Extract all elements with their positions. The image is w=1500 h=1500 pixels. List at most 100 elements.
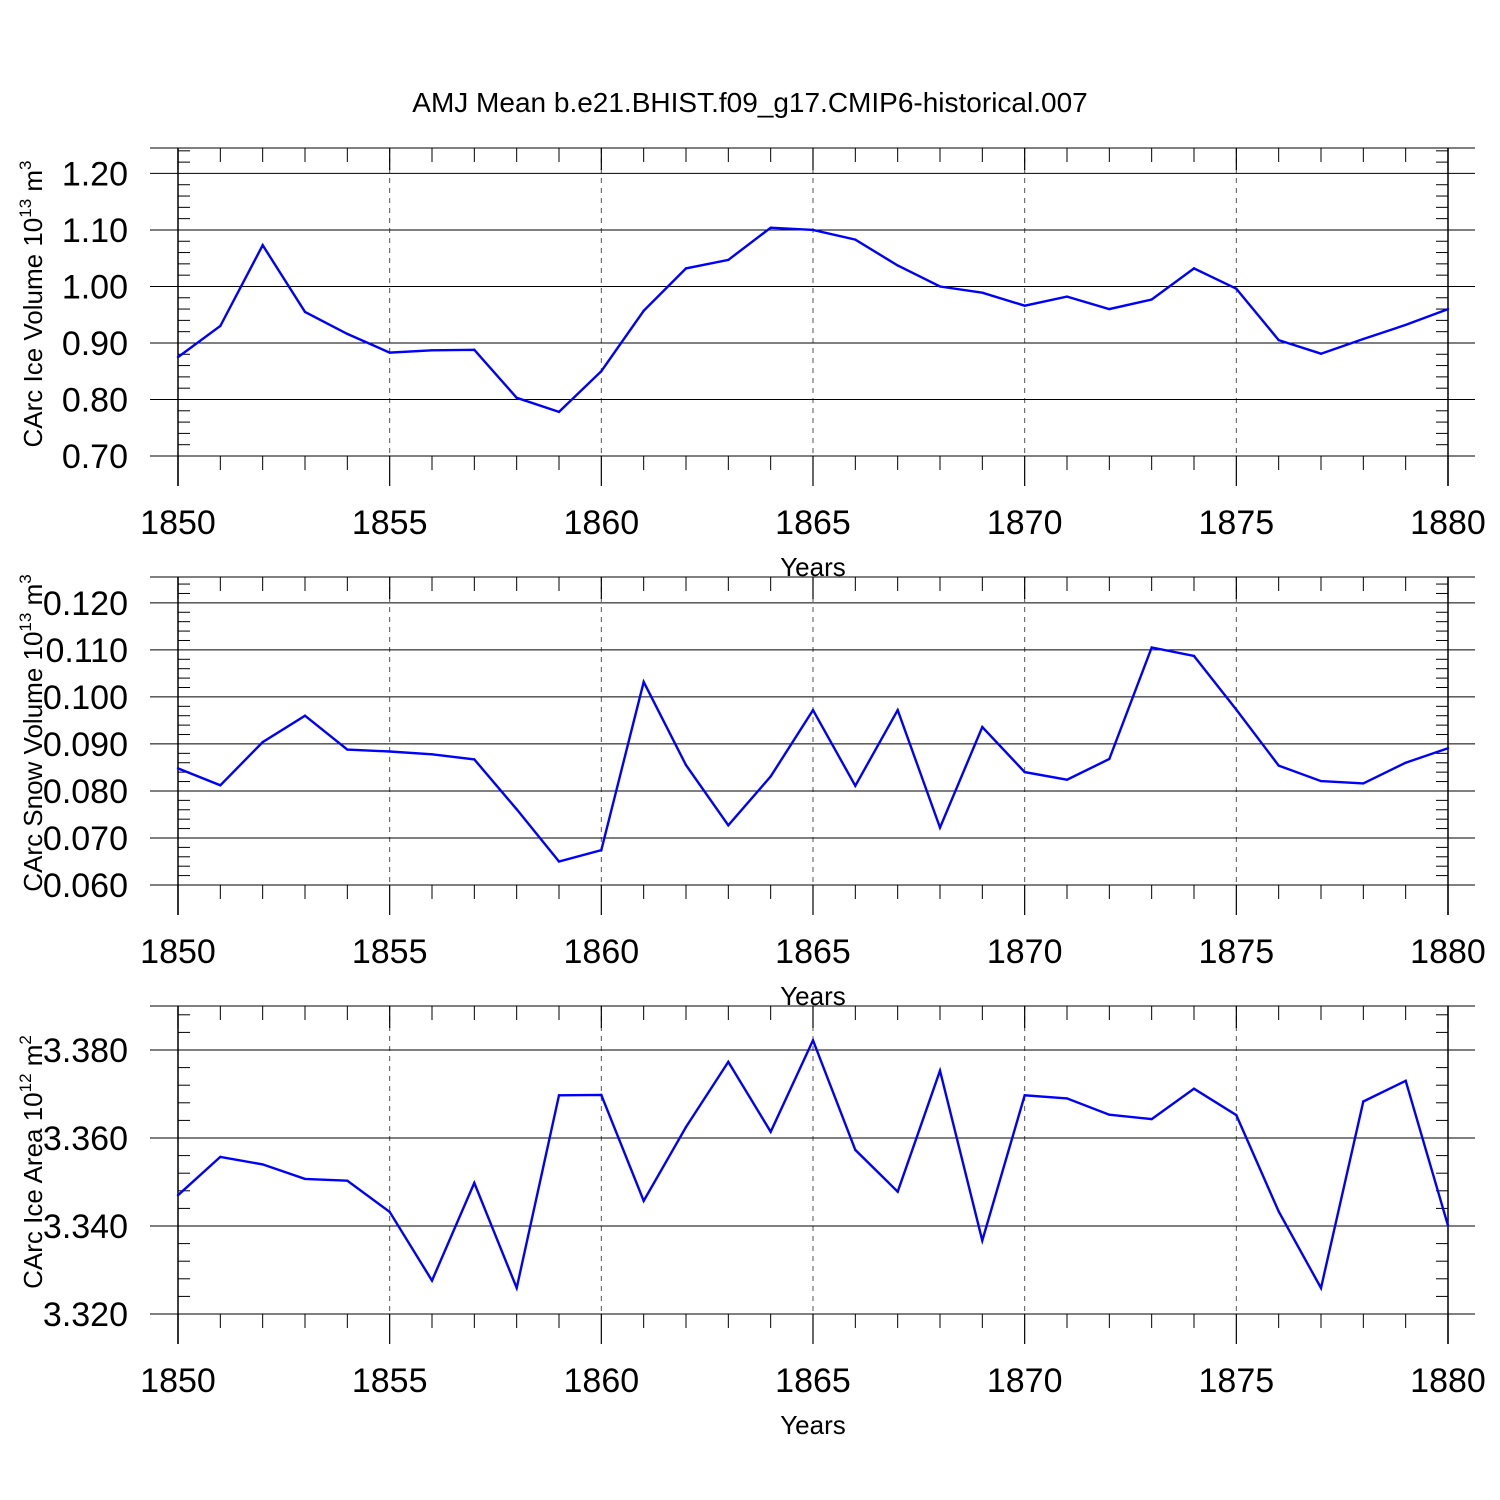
x-tick-label: 1860 xyxy=(564,1362,640,1400)
data-point xyxy=(1404,323,1407,327)
x-tick-label: 1880 xyxy=(1410,933,1486,971)
data-point xyxy=(1235,1113,1238,1117)
y-tick-label: 3.340 xyxy=(43,1208,128,1246)
y-tick-label: 1.20 xyxy=(62,155,128,193)
data-point xyxy=(642,1199,645,1203)
y-axis-title-unit-exponent: 3 xyxy=(16,160,35,169)
data-point xyxy=(981,291,984,294)
data-point xyxy=(176,767,180,770)
data-point xyxy=(1108,1113,1111,1116)
data-point xyxy=(1319,779,1323,783)
data-point xyxy=(938,285,942,288)
data-point xyxy=(769,226,772,229)
data-point xyxy=(557,410,561,414)
y-axis-title-unit: m xyxy=(18,1045,48,1074)
x-tick-label: 1865 xyxy=(775,933,851,971)
data-point xyxy=(1150,1117,1153,1121)
y-tick-label: 0.70 xyxy=(62,438,128,476)
data-point xyxy=(896,708,899,712)
data-point xyxy=(261,1163,264,1166)
data-point xyxy=(1404,1079,1407,1083)
x-tick-label: 1875 xyxy=(1199,1362,1275,1400)
data-point xyxy=(1446,746,1450,750)
y-axis-title-unit: m xyxy=(18,584,48,613)
y-axis-title: CArc Snow Volume 1013 m3 xyxy=(16,574,48,891)
data-point xyxy=(642,309,645,312)
x-tick-label: 1855 xyxy=(352,933,428,971)
y-axis-title-main: CArc Ice Volume 10 xyxy=(18,218,48,448)
y-axis-title-unit-exponent: 3 xyxy=(16,574,35,583)
data-point xyxy=(981,725,984,729)
data-point xyxy=(684,267,688,270)
data-point xyxy=(684,1125,688,1129)
data-point xyxy=(388,1210,391,1214)
data-point xyxy=(600,370,603,373)
y-tick-label: 0.080 xyxy=(43,773,128,811)
data-point xyxy=(261,244,264,247)
chart-panel-3: 3.320 3.340 3.360 3.380 1850 1855 1860 1865 1870… xyxy=(16,1005,1486,1440)
data-point xyxy=(1108,307,1111,311)
x-tick-label: 1850 xyxy=(140,1362,216,1400)
y-axis-title-exponent: 12 xyxy=(16,1073,35,1092)
data-point xyxy=(303,310,307,314)
x-tick-label: 1880 xyxy=(1410,1362,1486,1400)
data-point xyxy=(303,1177,307,1181)
data-point xyxy=(515,396,518,399)
x-tick-label: 1875 xyxy=(1199,933,1275,971)
data-point xyxy=(854,784,857,787)
data-point xyxy=(1446,307,1450,311)
data-point xyxy=(896,264,899,267)
data-point xyxy=(1065,1097,1069,1100)
data-point xyxy=(1362,337,1365,341)
data-point xyxy=(1065,295,1069,298)
data-point xyxy=(1235,287,1238,290)
data-point xyxy=(1277,764,1280,767)
x-tick-label: 1860 xyxy=(564,504,640,542)
x-tick-label: 1850 xyxy=(140,504,216,542)
y-tick-label: 0.090 xyxy=(43,726,128,764)
x-tick-label: 1855 xyxy=(352,504,428,542)
data-point xyxy=(388,750,391,753)
y-axis-title-main: CArc Ice Area 10 xyxy=(18,1092,48,1289)
data-point xyxy=(430,753,434,756)
y-axis-title-main: CArc Snow Volume 10 xyxy=(18,632,48,892)
x-tick-label: 1870 xyxy=(987,1362,1063,1400)
data-point xyxy=(1150,646,1153,649)
data-point xyxy=(346,748,349,751)
y-tick-label: 3.380 xyxy=(43,1032,128,1070)
x-tick-label: 1870 xyxy=(987,504,1063,542)
data-point xyxy=(176,355,180,359)
plots-group: 0.70 0.80 0.90 1.00 1.10 1.20 1850 1855 1860 1865… xyxy=(16,147,1486,1440)
y-tick-label: 0.80 xyxy=(62,381,128,419)
data-point xyxy=(430,1279,434,1282)
y-tick-label: 3.360 xyxy=(43,1120,128,1158)
data-point xyxy=(1023,304,1026,307)
x-tick-label: 1870 xyxy=(987,933,1063,971)
data-point xyxy=(1319,352,1323,355)
x-axis-title: Years xyxy=(780,1410,846,1440)
data-point xyxy=(1192,1087,1196,1090)
data-point xyxy=(430,349,434,352)
y-tick-label: 0.100 xyxy=(43,679,128,717)
data-point xyxy=(1023,770,1026,774)
data-point xyxy=(1319,1286,1323,1290)
data-point xyxy=(1023,1094,1026,1097)
y-axis-title-exponent: 13 xyxy=(16,613,35,632)
data-point xyxy=(1362,782,1365,785)
y-tick-label: 0.070 xyxy=(43,820,128,858)
y-tick-label: 0.90 xyxy=(62,325,128,363)
data-point xyxy=(1108,757,1111,761)
data-point xyxy=(346,332,349,336)
y-tick-label: 1.10 xyxy=(62,212,128,250)
data-point xyxy=(727,824,730,827)
x-tick-label: 1855 xyxy=(352,1362,428,1400)
data-point xyxy=(981,1239,984,1242)
chart-panel-1: 0.70 0.80 0.90 1.00 1.10 1.20 1850 1855 1860 1865… xyxy=(16,147,1486,582)
y-tick-label: 0.110 xyxy=(45,632,128,670)
chart-panel-2: 0.060 0.070 0.080 0.090 0.100 0.110 0.120 1850 1… xyxy=(16,574,1486,1011)
data-point xyxy=(176,1194,180,1197)
data-point xyxy=(219,324,222,328)
data-point xyxy=(515,808,518,811)
data-point xyxy=(727,1060,730,1064)
